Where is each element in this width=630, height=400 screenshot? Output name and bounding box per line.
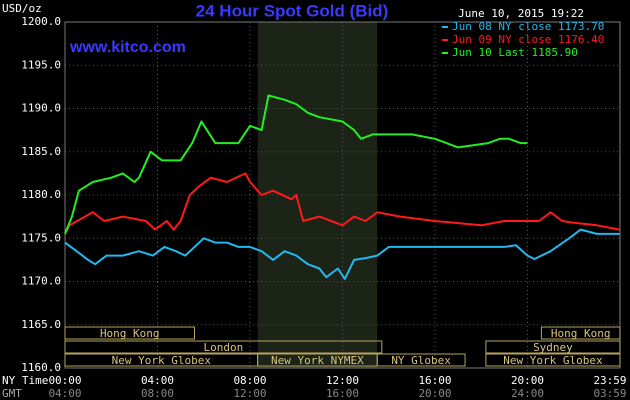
subtitle: www.kitco.com (69, 39, 186, 56)
session-label: New York Globex (112, 354, 212, 367)
y-tick-label: 1180.0 (21, 188, 61, 201)
gmt-tick-label: 08:00 (141, 387, 174, 400)
x-tick-label: 00:00 (48, 374, 81, 387)
gmt-tick-label: 16:00 (326, 387, 359, 400)
legend-label: Jun 08 NY close 1173.70 (452, 20, 604, 33)
legend-label: Jun 10 Last 1185.90 (452, 46, 578, 59)
price-line (64, 228, 620, 280)
gmt-tick-label: 20:00 (418, 387, 451, 400)
session-bar (376, 353, 466, 367)
session-label: New York NYMEX (271, 354, 364, 367)
y-tick-label: 1195.0 (21, 58, 61, 71)
session-bar (485, 353, 621, 367)
chart-title: 24 Hour Spot Gold (Bid) (196, 1, 389, 20)
y-tick-label: 1185.0 (21, 145, 61, 158)
y-tick-label: 1200.0 (21, 15, 61, 28)
price-line (64, 172, 620, 235)
legend-label: Jun 09 NY close 1176.40 (452, 33, 604, 46)
x-tick-label: 16:00 (418, 374, 451, 387)
price-line (64, 94, 528, 235)
y-axis-label: USD/oz (2, 2, 42, 15)
y-tick-label: 1190.0 (21, 102, 61, 115)
session-label: Hong Kong (551, 327, 611, 340)
gmt-tick-label: 24:00 (511, 387, 544, 400)
y-tick-label: 1165.0 (21, 318, 61, 331)
y-tick-label: 1160.0 (21, 361, 61, 374)
x-tick-label: 12:00 (326, 374, 359, 387)
y-tick-label: 1175.0 (21, 231, 61, 244)
y-tick-label: 1170.0 (21, 275, 61, 288)
session-label: New York Globex (503, 354, 603, 367)
session-bar (64, 340, 383, 354)
timestamp: June 10, 2015 19:22 (458, 7, 584, 20)
gmt-tick-label: 03:59 (593, 387, 626, 400)
session-label: NY Globex (391, 354, 451, 367)
session-label: Sydney (533, 341, 573, 354)
x-tick-label: 04:00 (141, 374, 174, 387)
session-bar (485, 340, 621, 354)
session-label: Hong Kong (100, 327, 160, 340)
x-axis-label: NY Time (2, 374, 48, 387)
x2-axis-label: GMT (2, 387, 22, 400)
session-bar (64, 326, 195, 340)
session-bar (540, 326, 621, 340)
session-label: London (204, 341, 244, 354)
gmt-tick-label: 12:00 (233, 387, 266, 400)
plot-frame (64, 21, 621, 369)
x-tick-label: 23:59 (593, 374, 626, 387)
x-tick-label: 20:00 (511, 374, 544, 387)
x-tick-label: 08:00 (233, 374, 266, 387)
gmt-tick-label: 04:00 (48, 387, 81, 400)
